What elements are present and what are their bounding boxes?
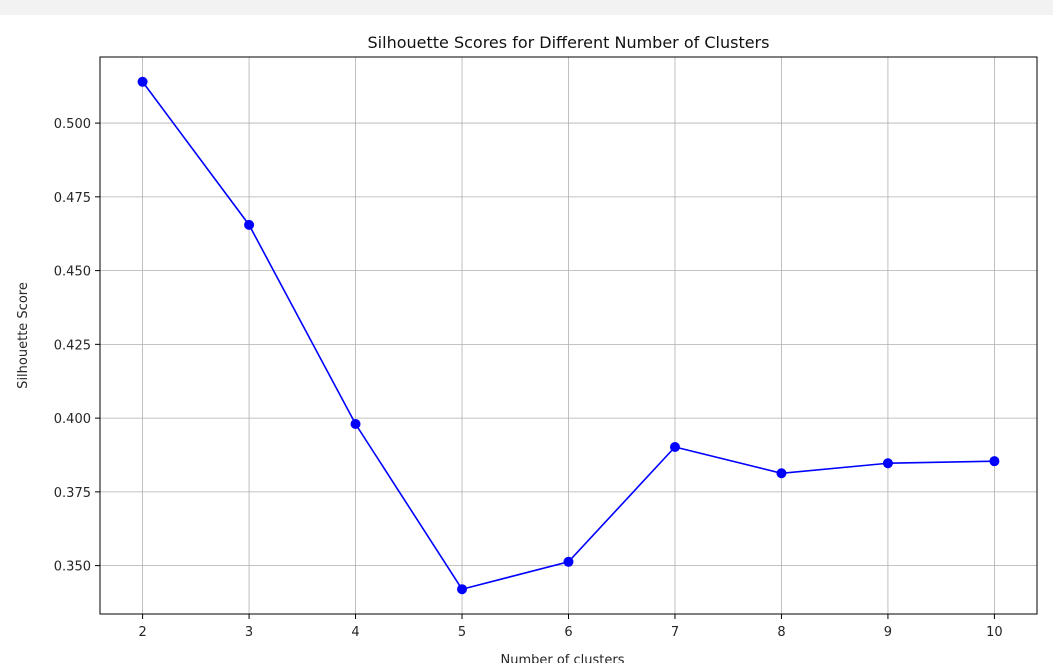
y-axis-ticks: 0.350 0.375 0.400 0.425 0.450 0.475 0.500 <box>54 117 100 575</box>
data-point <box>563 556 574 567</box>
x-axis-label: Number of clusters <box>500 653 624 663</box>
x-tick-label: 3 <box>245 625 253 640</box>
top-toolbar-strip <box>0 0 1053 15</box>
x-tick-label: 5 <box>458 625 466 640</box>
data-point <box>457 584 468 595</box>
x-tick-label: 7 <box>671 625 679 640</box>
right-edge <box>1043 15 1053 663</box>
x-tick-label: 9 <box>884 625 892 640</box>
y-axis-label: Silhouette Score <box>16 282 31 389</box>
x-tick-label: 6 <box>564 625 572 640</box>
grid-lines <box>100 57 1037 614</box>
y-tick-label: 0.450 <box>54 265 91 280</box>
x-tick-label: 4 <box>351 625 359 640</box>
data-point <box>669 442 680 453</box>
data-point <box>989 456 1000 467</box>
x-tick-label: 2 <box>138 625 146 640</box>
data-point <box>244 219 255 230</box>
chart-title: Silhouette Scores for Different Number o… <box>368 33 770 52</box>
y-tick-label: 0.400 <box>54 412 91 427</box>
x-tick-label: 8 <box>777 625 785 640</box>
data-point <box>137 76 148 87</box>
y-tick-label: 0.425 <box>54 338 91 353</box>
x-tick-label: 10 <box>986 625 1003 640</box>
x-axis-ticks: 2 3 4 5 6 7 8 9 10 <box>138 614 1003 640</box>
y-tick-label: 0.475 <box>54 191 91 206</box>
y-tick-label: 0.350 <box>54 560 91 575</box>
data-point <box>882 458 893 469</box>
data-point <box>776 468 787 479</box>
y-tick-label: 0.500 <box>54 117 91 132</box>
series-markers <box>137 76 1000 595</box>
y-tick-label: 0.375 <box>54 486 91 501</box>
data-point <box>350 419 361 430</box>
